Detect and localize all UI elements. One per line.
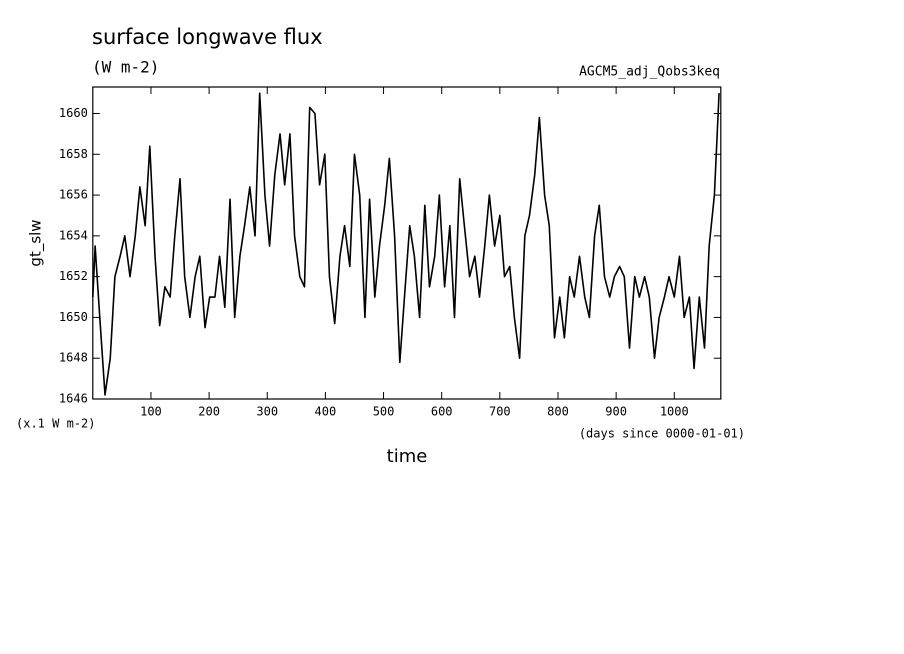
x-tick-label: 300 — [256, 405, 278, 419]
x-tick-label: 700 — [489, 405, 511, 419]
x-tick-label: 400 — [315, 405, 337, 419]
x-tick-label: 200 — [198, 405, 220, 419]
y-tick-label: 1660 — [59, 106, 88, 120]
y-tick-label: 1654 — [59, 228, 88, 242]
chart-title: surface longwave flux — [92, 25, 323, 49]
x-tick-label: 100 — [140, 405, 162, 419]
y-axis-label: gt_slw — [27, 219, 46, 266]
y-tick-label: 1646 — [59, 392, 88, 406]
chart-subtitle: (W m-2) — [92, 58, 159, 77]
annotation: AGCM5_adj_Qobs3keq — [579, 65, 720, 80]
x-tick-label: 500 — [373, 405, 395, 419]
y-tick-label: 1652 — [59, 269, 88, 283]
data-line — [92, 92, 720, 396]
y-axis-unit: (x.1 W m-2) — [16, 417, 95, 431]
y-tick-label: 1658 — [59, 147, 88, 161]
x-tick-label: 1000 — [660, 405, 689, 419]
x-axis-label: time — [387, 446, 428, 467]
x-tick-label: 900 — [605, 405, 627, 419]
x-tick-label: 800 — [547, 405, 569, 419]
y-tick-label: 1650 — [59, 310, 88, 324]
x-axis-unit: (days since 0000-01-01) — [579, 427, 745, 441]
y-tick-label: 1656 — [59, 188, 88, 202]
x-tick-label: 600 — [431, 405, 453, 419]
plot-frame — [92, 86, 722, 400]
y-tick-label: 1648 — [59, 351, 88, 365]
